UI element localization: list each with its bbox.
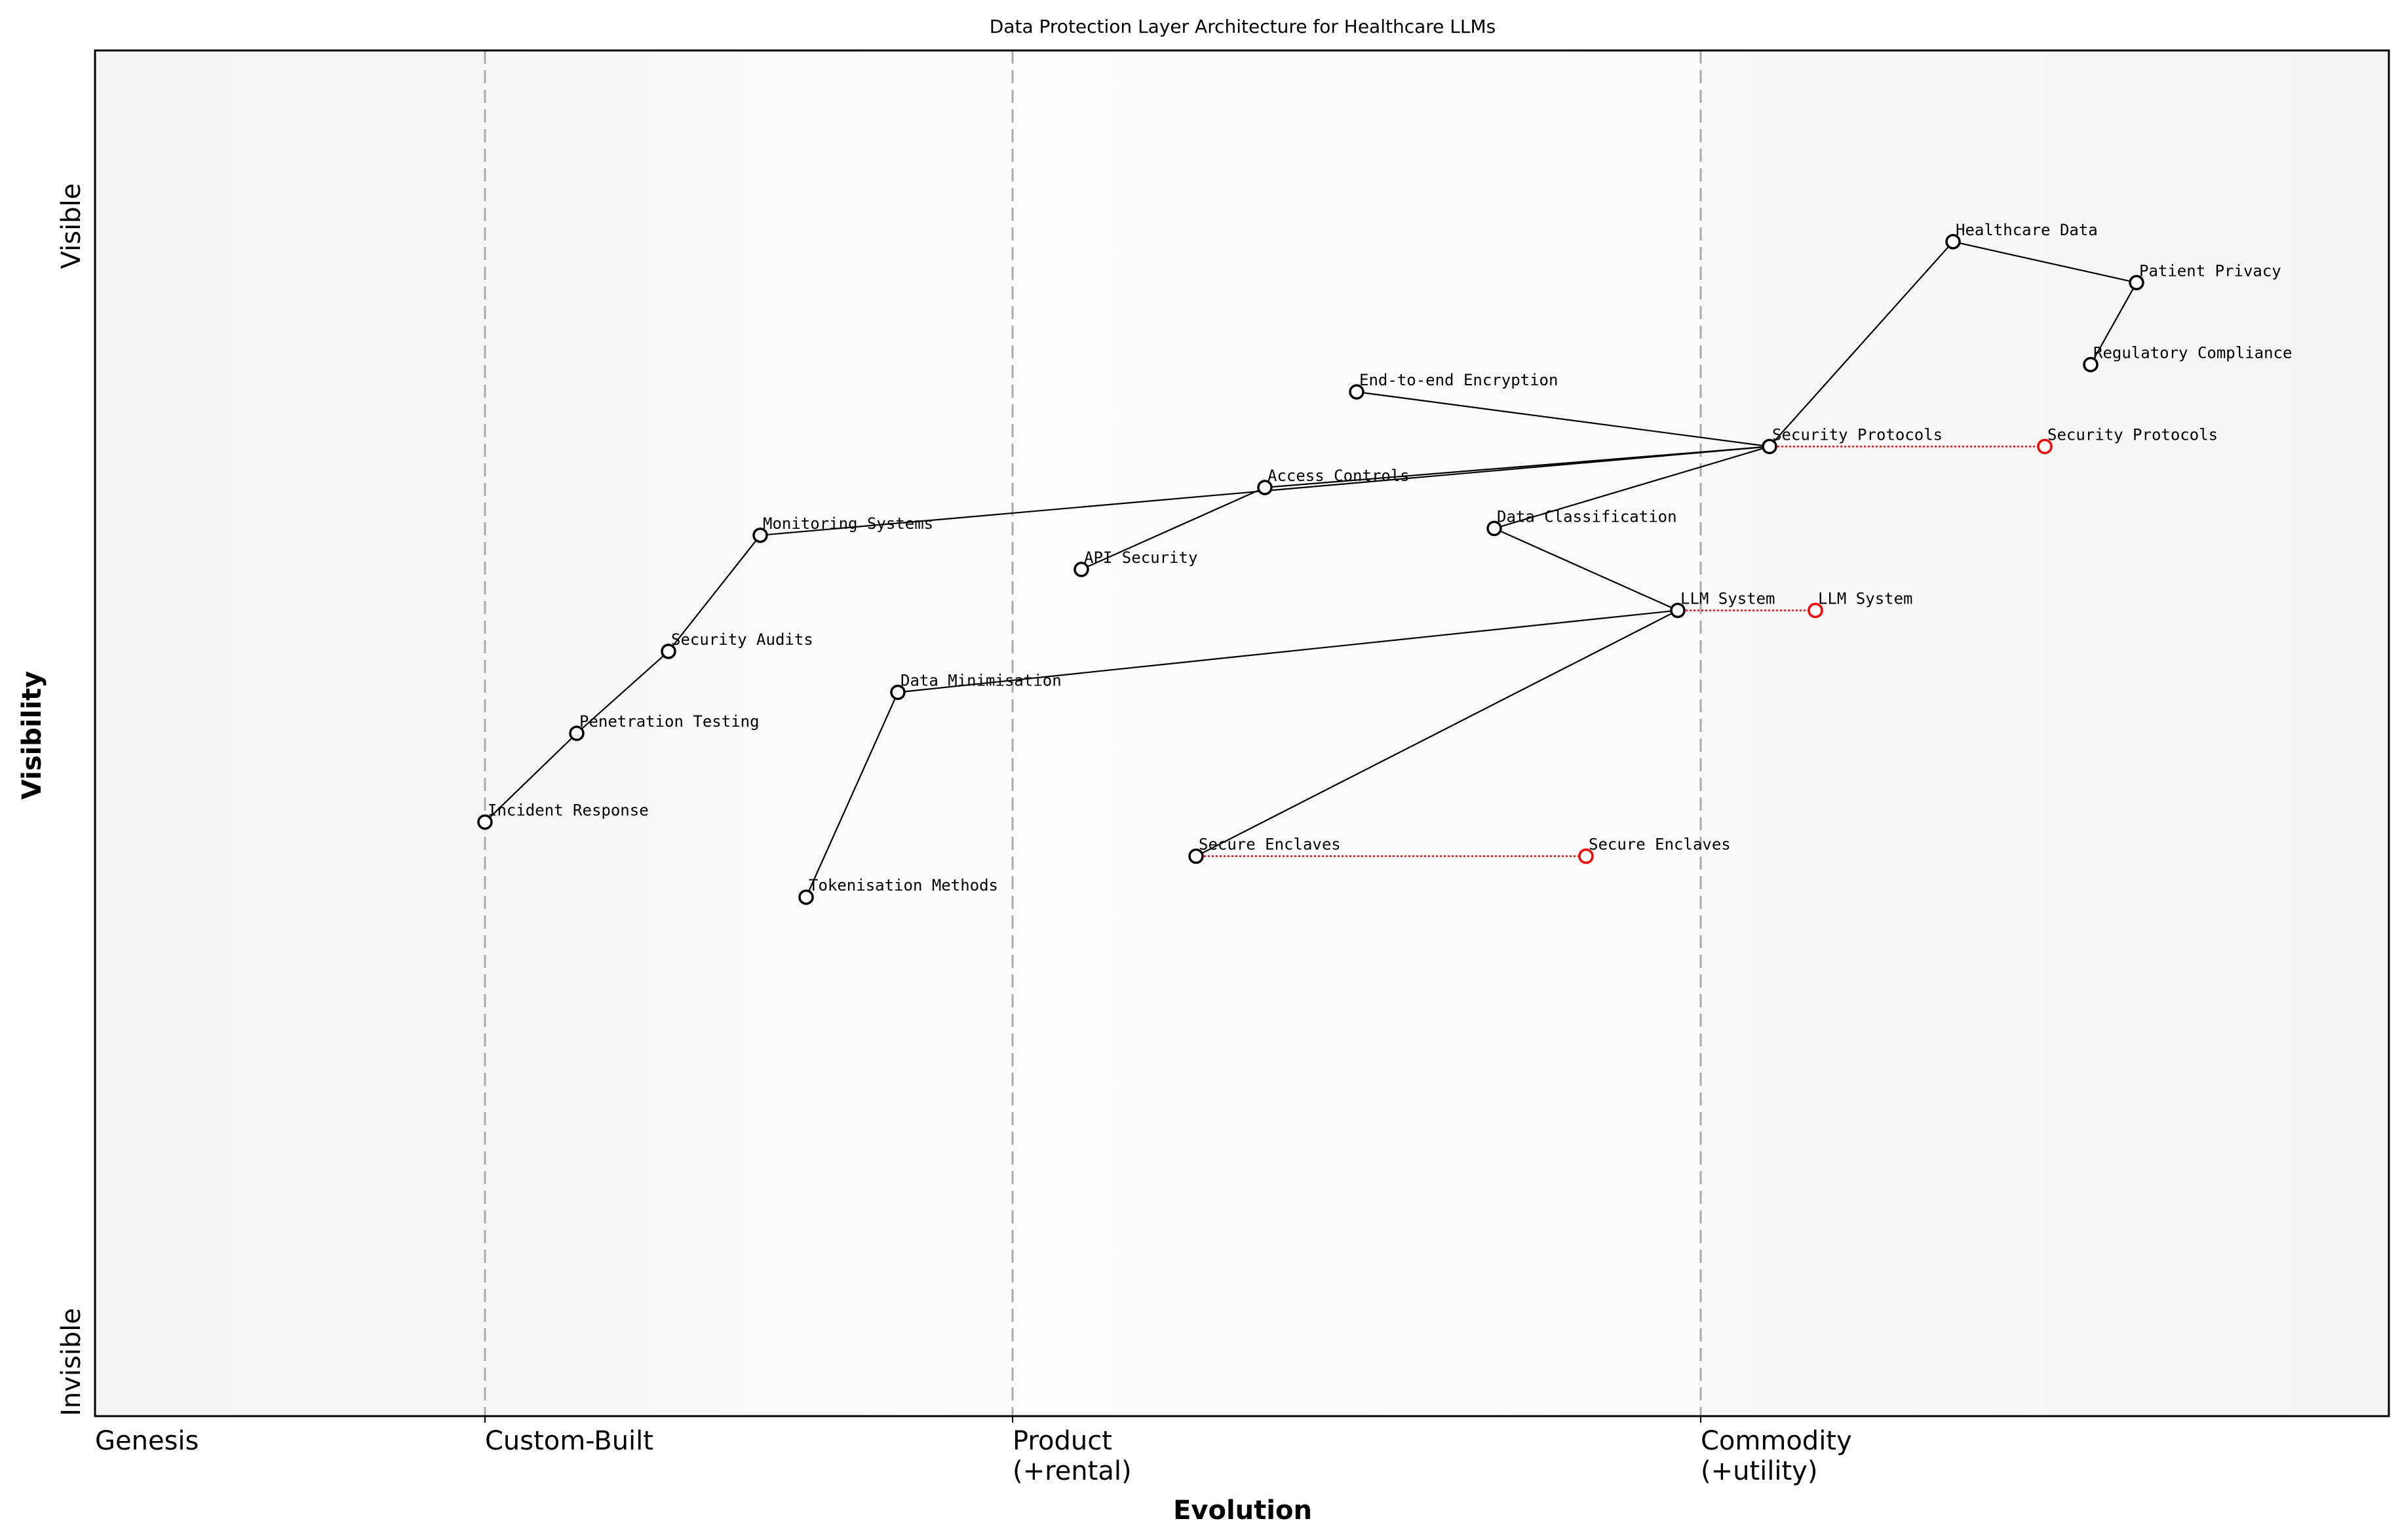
component-label: Security Audits: [671, 630, 813, 649]
chart-title: Data Protection Layer Architecture for H…: [990, 16, 1496, 37]
link: [484, 733, 577, 823]
component-node[interactable]: [1762, 438, 1777, 455]
component-node[interactable]: [1074, 562, 1089, 577]
stage-band: [485, 50, 1013, 1416]
evolved-component-label: LLM System: [1818, 589, 1913, 607]
link: [897, 609, 1678, 693]
component-label: Penetration Testing: [579, 712, 760, 731]
component-label: Security Protocols: [1772, 425, 1943, 444]
link: [668, 535, 761, 652]
x-tick-label: Product (+rental): [1013, 1426, 1132, 1486]
component-node[interactable]: [2083, 356, 2099, 373]
component-node[interactable]: [2129, 275, 2144, 291]
link: [805, 692, 899, 898]
component-label: LLM System: [1680, 589, 1775, 607]
component-label: Regulatory Compliance: [2093, 343, 2292, 362]
link: [576, 651, 669, 734]
stage-band: [1013, 50, 1701, 1416]
stage-band: [95, 50, 485, 1416]
link: [1769, 241, 1954, 448]
evolved-component-node[interactable]: [1578, 848, 1594, 864]
component-node[interactable]: [661, 644, 676, 659]
evolved-component-node[interactable]: [2037, 438, 2053, 455]
component-label: Tokenisation Methods: [809, 876, 998, 895]
component-label: Incident Response: [488, 801, 649, 819]
component-label: Data Classification: [1497, 507, 1677, 526]
x-axis-title: Evolution: [1173, 1495, 1312, 1526]
component-label: Healthcare Data: [1956, 221, 2098, 239]
component-label: Data Minimisation: [900, 671, 1062, 689]
component-node[interactable]: [1670, 602, 1686, 619]
component-node[interactable]: [1349, 384, 1365, 400]
stage-band: [1701, 50, 2389, 1416]
component-node[interactable]: [1945, 234, 1961, 250]
y-axis-title: Visibility: [17, 671, 47, 799]
link: [1494, 446, 1770, 529]
component-node[interactable]: [752, 528, 768, 543]
component-label: End-to-end Encryption: [1359, 371, 1558, 389]
link: [1952, 241, 2137, 284]
x-tick-label: Custom-Built: [485, 1426, 653, 1456]
component-label: Access Controls: [1268, 467, 1410, 485]
y-tick-label: Visible: [56, 183, 87, 269]
component-node[interactable]: [1188, 848, 1204, 864]
component-node[interactable]: [477, 814, 493, 830]
y-tick-label: Invisible: [56, 1308, 87, 1416]
evolved-component-node[interactable]: [1808, 602, 1823, 619]
link: [1081, 486, 1266, 570]
link: [2090, 282, 2137, 365]
plot-frame: [94, 49, 2390, 1417]
component-label: API Security: [1084, 549, 1197, 567]
component-node[interactable]: [1486, 520, 1502, 537]
component-node[interactable]: [890, 684, 906, 701]
link: [1195, 609, 1678, 857]
link: [1494, 528, 1678, 611]
x-tick-label: Commodity (+utility): [1701, 1426, 1852, 1486]
component-node[interactable]: [569, 725, 585, 741]
component-label: Monitoring Systems: [763, 514, 933, 533]
link: [1356, 391, 1770, 448]
evolved-component-label: Security Protocols: [2047, 425, 2218, 444]
component-node[interactable]: [1257, 480, 1273, 495]
evolved-component-label: Secure Enclaves: [1589, 836, 1731, 854]
component-label: Patient Privacy: [2139, 261, 2281, 280]
component-label: Secure Enclaves: [1199, 836, 1341, 854]
x-tick-label: Genesis: [95, 1426, 199, 1456]
component-node[interactable]: [798, 889, 814, 905]
